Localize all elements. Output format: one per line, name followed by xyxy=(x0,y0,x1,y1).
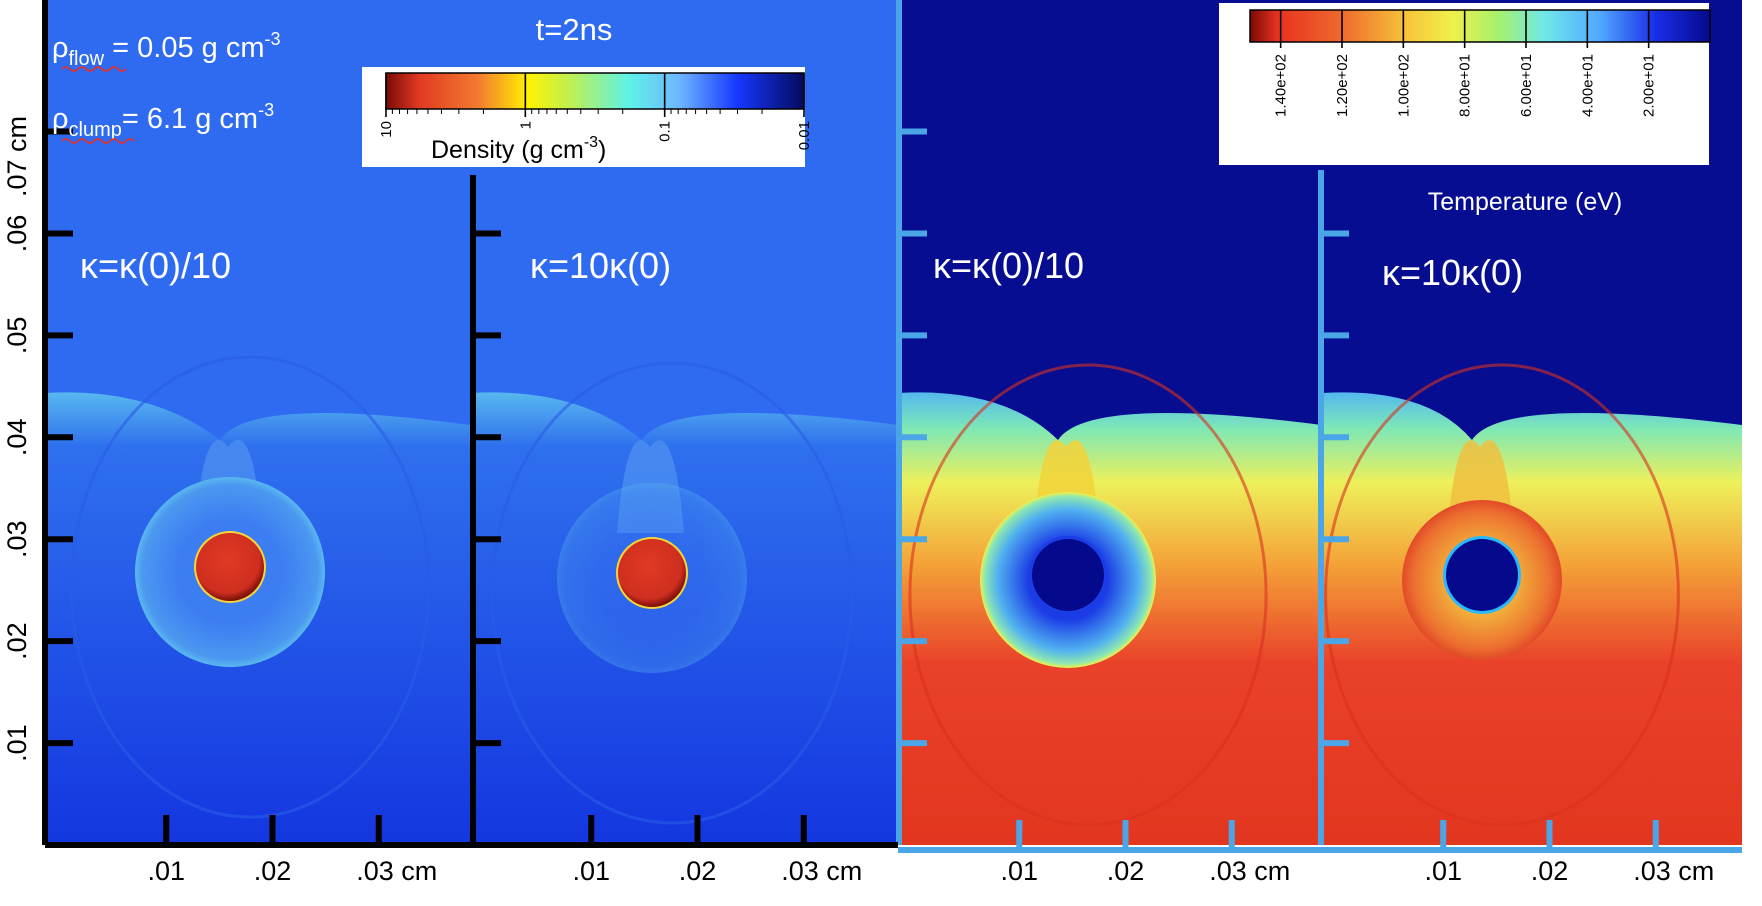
rho-clump-annotation: ρclump= 6.1 g cm-3 xyxy=(52,100,274,144)
density-tick-label: 1 xyxy=(517,121,534,129)
density-tick-label: 0.01 xyxy=(796,121,813,150)
wake-arc xyxy=(70,355,430,819)
density-tick-label: 0.1 xyxy=(657,121,674,142)
y-tick-label: .01 xyxy=(2,724,32,762)
rho-flow-annotation: ρflow = 0.05 g cm-3 xyxy=(52,29,281,72)
temperature-tick-label: 1.20e+02 xyxy=(1334,54,1351,117)
wake-arc xyxy=(1324,363,1680,827)
rho-flow-exp: -3 xyxy=(264,29,280,49)
x-tick-label: .01 xyxy=(147,856,185,886)
wake-arc xyxy=(490,361,854,825)
title-group: t=2ns xyxy=(536,12,613,47)
y-tick-label: .02 xyxy=(2,622,32,660)
temperature-tick-label: 4.00e+01 xyxy=(1579,54,1596,117)
rho-clump-sub: clump xyxy=(69,119,122,141)
y-tick-label: .03 xyxy=(2,520,32,558)
x-tick-label: .01 xyxy=(1000,856,1038,886)
y-tick-label: .05 xyxy=(2,317,32,355)
temperature-tick-label: 1.40e+02 xyxy=(1273,54,1290,117)
axes: .07 cm .06 .05 .04 .03 .02 .01 .01 .02 .03 cm .01.… xyxy=(2,0,1742,886)
kappa-label: κ=10κ(0) xyxy=(530,245,671,286)
temperature-tick-label: 8.00e+01 xyxy=(1457,54,1474,117)
density-colorbar-gradient xyxy=(385,72,805,110)
x-tick-label: .03 cm xyxy=(1633,856,1714,886)
kappa-label: κ=κ(0)/10 xyxy=(80,245,231,286)
density-colorbar-label: Density (g cm-3) xyxy=(431,134,606,164)
clump xyxy=(196,533,264,601)
x-tick-label: .02 xyxy=(679,856,717,886)
panel-density-high-kappa: κ=10κ(0) xyxy=(470,0,898,845)
rho-clump-symbol: ρ xyxy=(52,103,69,135)
x-tick-label: .01 xyxy=(1424,856,1462,886)
rho-flow-sub: flow xyxy=(69,48,105,70)
rho-clump-text: = 6.1 g cm xyxy=(122,103,258,135)
density-colorbar: 10 1 0.1 0.01 Density (g cm-3) xyxy=(362,67,813,167)
y-tick-label: .04 xyxy=(2,419,32,457)
x-tick-label: .01 xyxy=(572,856,610,886)
kappa-label: κ=κ(0)/10 xyxy=(933,245,1084,286)
rho-flow-text: = 0.05 g cm xyxy=(104,32,264,64)
x-tick-label: .02 xyxy=(1107,856,1145,886)
clump xyxy=(618,539,686,607)
clump xyxy=(1446,539,1518,611)
density-colorbar-ticks: 10 1 0.1 0.01 xyxy=(378,73,813,150)
temperature-tick-label: 6.00e+01 xyxy=(1518,54,1535,117)
x-tick-label: .02 xyxy=(254,856,292,886)
chart-title: t=2ns xyxy=(536,12,613,47)
density-tick-label: 10 xyxy=(378,121,395,138)
clump xyxy=(1032,539,1104,611)
svg-text:ρclump= 6.1 g cm-3: ρclump= 6.1 g cm-3 xyxy=(52,100,274,141)
y-tick-label: .06 xyxy=(2,215,32,253)
temperature-colorbar-gradient xyxy=(1249,9,1711,43)
x-tick-label: .03 cm xyxy=(781,856,862,886)
temperature-tick-label: 1.00e+02 xyxy=(1395,54,1412,117)
wake-arc xyxy=(908,363,1268,827)
y-tick-label: .07 cm xyxy=(2,116,32,197)
svg-text:ρflow = 0.05 g cm-3: ρflow = 0.05 g cm-3 xyxy=(52,29,281,70)
temperature-colorbar-label: Temperature (eV) xyxy=(1428,188,1623,216)
temperature-tick-label: 2.00e+01 xyxy=(1641,54,1658,117)
x-tick-label: .02 xyxy=(1531,856,1569,886)
temperature-colorbar: 1.40e+02 1.20e+02 1.00e+02 8.00e+01 6.00e+01… xyxy=(1219,3,1711,216)
x-tick-label: .03 cm xyxy=(1209,856,1290,886)
x-tick-label: .03 cm xyxy=(356,856,437,886)
rho-flow-symbol: ρ xyxy=(52,32,69,64)
kappa-label: κ=10κ(0) xyxy=(1382,252,1523,293)
temperature-colorbar-ticks: 1.40e+02 1.20e+02 1.00e+02 8.00e+01 6.00e+01… xyxy=(1273,10,1658,117)
rho-clump-exp: -3 xyxy=(258,100,274,120)
